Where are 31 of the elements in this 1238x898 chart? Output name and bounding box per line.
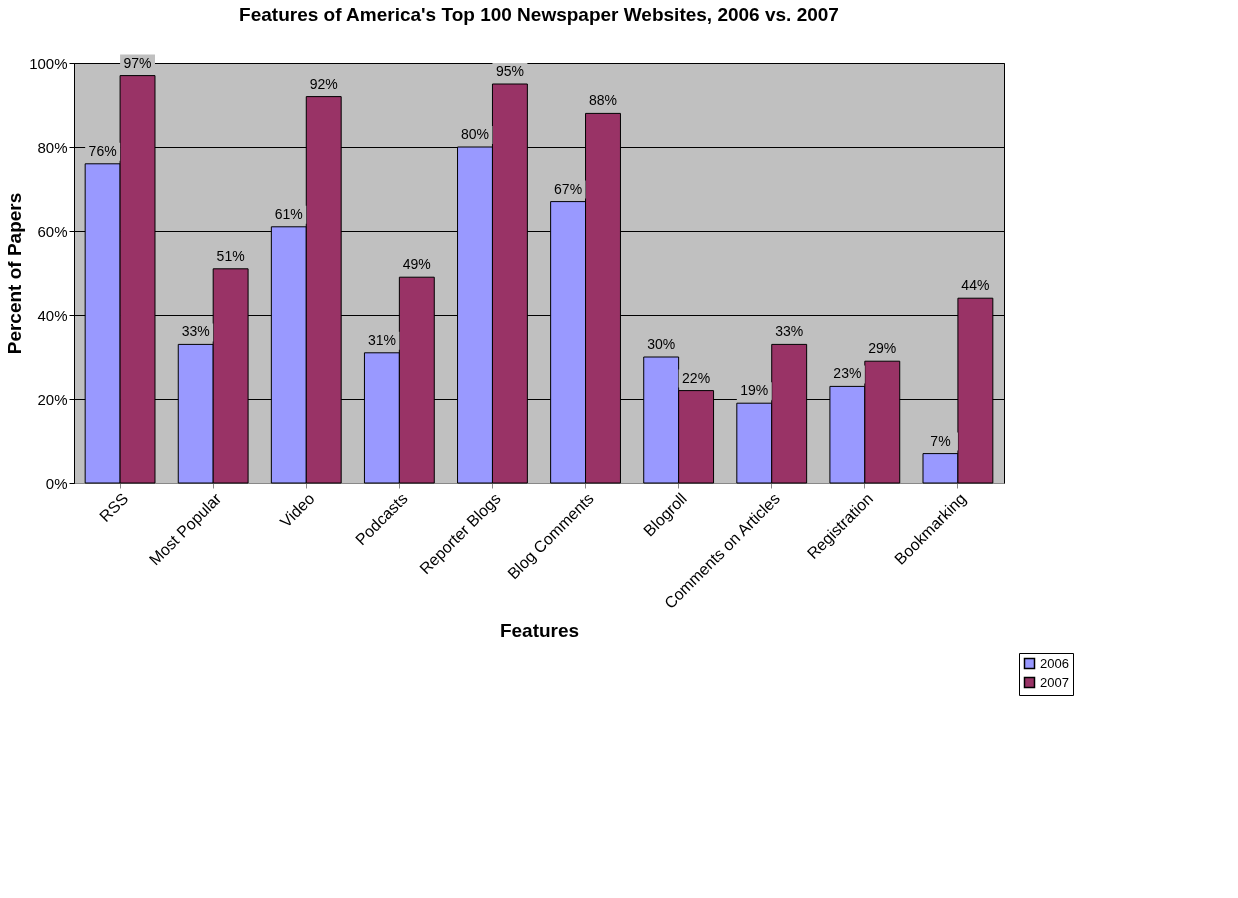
- y-tick-label: 20%: [37, 390, 68, 408]
- x-axis-title: Features: [499, 620, 580, 642]
- data-label: 97%: [123, 54, 152, 71]
- data-label: 95%: [495, 63, 524, 79]
- y-tick-label: 60%: [37, 222, 68, 240]
- chart-title: Features of America's Top 100 Newspaper Websites, 2006 vs. 2007: [239, 3, 839, 25]
- data-label: 80%: [460, 126, 490, 142]
- legend-label: 2007: [1040, 674, 1069, 690]
- data-label: 19%: [740, 382, 769, 399]
- data-label: 31%: [367, 331, 396, 348]
- data-label: 49%: [402, 256, 431, 273]
- data-label: 51%: [216, 247, 245, 264]
- y-tick-label: 80%: [37, 138, 68, 156]
- y-axis-title: Percent of Papers: [4, 192, 26, 355]
- data-label: 61%: [274, 205, 303, 222]
- data-label: 29%: [868, 340, 897, 357]
- legend-label: 2006: [1040, 655, 1069, 671]
- y-tick-label: 100%: [29, 54, 68, 72]
- data-label: 7%: [930, 432, 951, 449]
- y-tick-label: 40%: [37, 306, 68, 324]
- data-label: 44%: [961, 277, 990, 294]
- y-tick-label: 0%: [45, 474, 68, 492]
- data-label: 22%: [682, 369, 711, 386]
- data-label: 67%: [554, 180, 583, 197]
- data-label: 33%: [775, 323, 804, 340]
- data-label: 23%: [833, 365, 862, 382]
- data-label: 30%: [647, 336, 676, 352]
- data-label: 76%: [88, 142, 117, 159]
- data-label: 92%: [309, 75, 338, 92]
- data-label: 33%: [181, 323, 210, 340]
- data-label: 88%: [588, 92, 618, 109]
